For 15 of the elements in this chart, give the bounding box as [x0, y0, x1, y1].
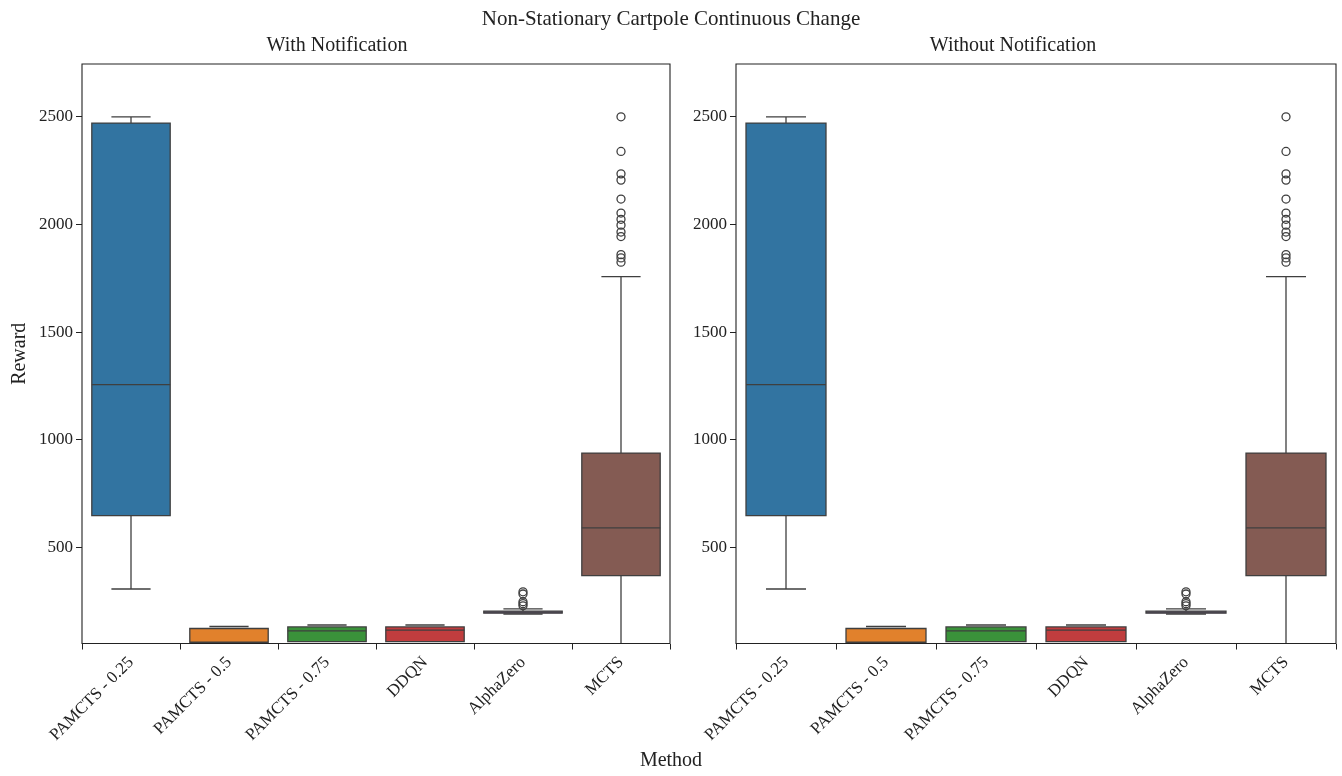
chart-title: Without Notification — [929, 33, 1097, 56]
y-tick-label: 1500 — [693, 321, 727, 341]
chart-title: With Notification — [266, 33, 408, 56]
y-tick-label: 500 — [47, 537, 73, 557]
y-tick-label: 2000 — [693, 213, 727, 233]
y-tick-label: 2000 — [39, 213, 73, 233]
y-tick-label: 1500 — [39, 321, 73, 341]
y-tick-label: 2500 — [39, 106, 73, 126]
x-axis-title: Method — [638, 748, 704, 771]
y-tick-label: 1000 — [39, 429, 73, 449]
text: Non-Stationary Cartpole Continuous Change — [480, 6, 862, 31]
y-axis-title: Reward — [7, 322, 30, 385]
y-tick-label: 500 — [701, 537, 727, 557]
y-tick-label: 1000 — [693, 429, 727, 449]
y-tick-label: 2500 — [693, 106, 727, 126]
